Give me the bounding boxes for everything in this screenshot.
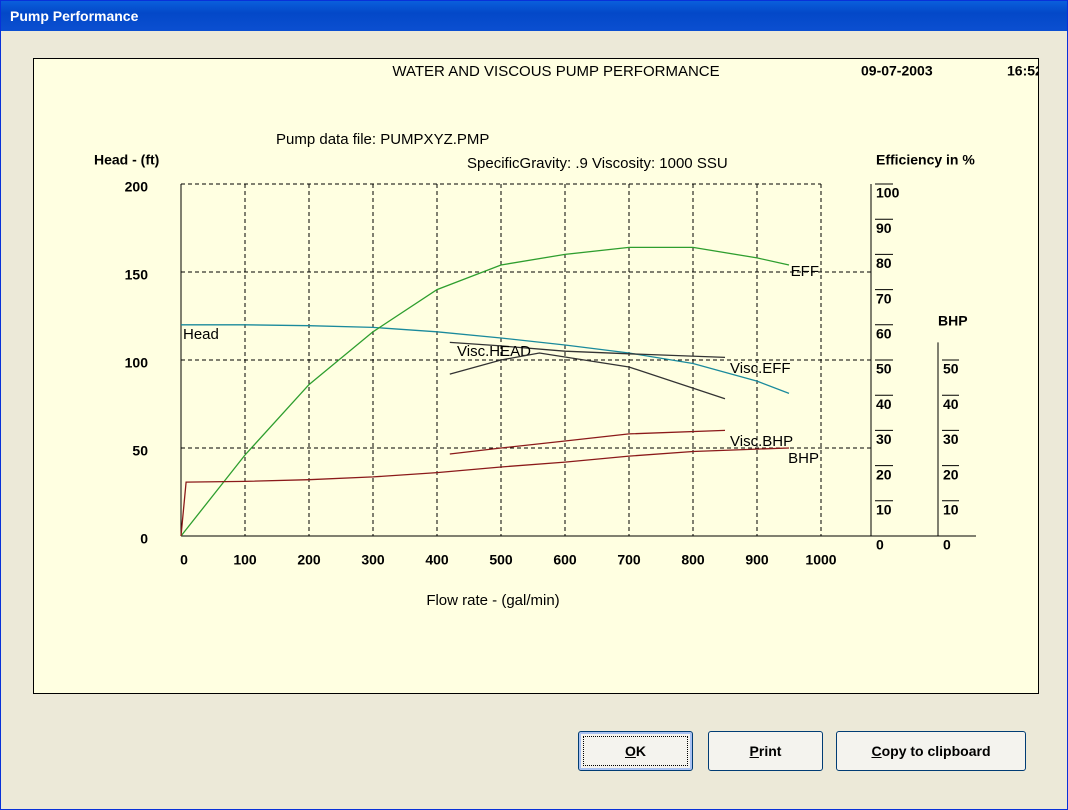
y3-tick-label: 30 — [943, 431, 959, 447]
curve-label: Visc.HEAD — [457, 343, 531, 360]
y2-tick-label: 100 — [876, 185, 900, 201]
subtitle: Pump data file: PUMPXYZ.PMP — [276, 131, 489, 148]
x-tick-label: 800 — [681, 552, 705, 568]
x-tick-label: 200 — [297, 552, 321, 568]
y-tick-label: 0 — [140, 531, 148, 547]
y2-tick-label: 70 — [876, 290, 892, 306]
y2-tick-label: 10 — [876, 502, 892, 518]
y2-tick-label: 90 — [876, 220, 892, 236]
ok-button[interactable]: OK — [578, 731, 693, 771]
y3-tick-label: 40 — [943, 396, 959, 412]
y2-tick-label: 0 — [876, 537, 884, 553]
curve-label: Visc.EFF — [730, 360, 791, 377]
title-bar: Pump Performance — [1, 1, 1067, 31]
y2-tick-label: 20 — [876, 466, 892, 482]
x-tick-label: 900 — [745, 552, 769, 568]
curve-label: Head — [183, 326, 219, 343]
chart: WATER AND VISCOUS PUMP PERFORMANCE 09-07… — [94, 63, 1043, 609]
y3-tick-label: 0 — [943, 537, 951, 553]
y3-axis-label: BHP — [938, 313, 968, 329]
x-tick-label: 500 — [489, 552, 513, 568]
y-tick-label: 200 — [125, 179, 149, 195]
y-tick-label: 100 — [125, 355, 149, 371]
y-tick-label: 50 — [132, 443, 148, 459]
y-tick-label: 150 — [125, 267, 149, 283]
y3-tick-label: 50 — [943, 361, 959, 377]
y2-tick-label: 60 — [876, 326, 892, 342]
curve — [449, 341, 726, 359]
curve-label: Visc.BHP — [730, 433, 793, 450]
conditions: SpecificGravity: .9 Viscosity: 1000 SSU — [467, 155, 728, 172]
curve — [449, 352, 726, 400]
y2-tick-label: 30 — [876, 431, 892, 447]
curve — [180, 246, 790, 537]
x-tick-label: 0 — [180, 552, 188, 568]
x-tick-label: 1000 — [805, 552, 836, 568]
y2-tick-label: 50 — [876, 361, 892, 377]
x-tick-label: 600 — [553, 552, 577, 568]
y2-tick-label: 80 — [876, 255, 892, 271]
curve-label: BHP — [788, 450, 819, 467]
date: 09-07-2003 — [861, 63, 933, 79]
curve-label: EFF — [791, 263, 819, 280]
y3-tick-label: 20 — [943, 466, 959, 482]
y3-tick-label: 10 — [943, 502, 959, 518]
x-tick-label: 400 — [425, 552, 449, 568]
x-axis-label: Flow rate - (gal/min) — [426, 592, 559, 609]
y2-tick-label: 40 — [876, 396, 892, 412]
x-tick-label: 700 — [617, 552, 641, 568]
chart-panel: WATER AND VISCOUS PUMP PERFORMANCE 09-07… — [33, 58, 1043, 694]
time: 16:52 — [1007, 63, 1038, 79]
x-tick-label: 100 — [233, 552, 257, 568]
copy-button[interactable]: Copy to clipboard — [836, 731, 1026, 771]
chart-title: WATER AND VISCOUS PUMP PERFORMANCE — [392, 63, 719, 80]
print-button[interactable]: Print — [708, 731, 823, 771]
x-tick-label: 300 — [361, 552, 385, 568]
curve — [180, 447, 790, 537]
curve — [181, 324, 790, 395]
curve — [449, 429, 726, 455]
y2-axis-label: Efficiency in % — [876, 152, 975, 168]
y-axis-label: Head - (ft) — [94, 152, 159, 168]
